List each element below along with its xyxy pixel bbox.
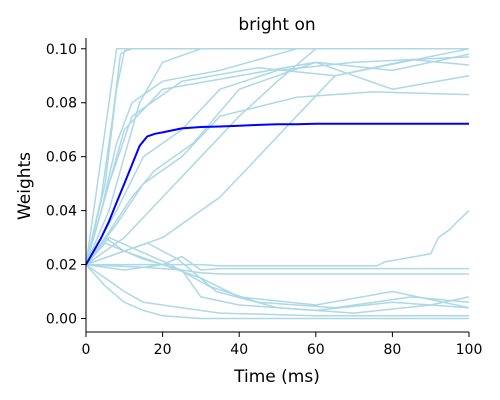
x-tick-label: 100	[456, 342, 483, 358]
individual-weight-line-18	[85, 236, 470, 309]
individual-weight-line-15	[85, 242, 470, 312]
x-tick-label: 20	[154, 342, 172, 358]
individual-weight-line-8	[85, 48, 469, 266]
individual-weight-line-13	[85, 264, 469, 320]
y-tick-label: 0.06	[46, 150, 77, 166]
y-tick-label: 0.08	[46, 96, 77, 112]
x-tick-label: 40	[230, 342, 248, 358]
x-tick-label: 0	[82, 342, 91, 358]
individual-weight-line-6	[85, 58, 470, 265]
chart-title: bright on	[238, 15, 315, 35]
individual-weight-line-17	[85, 242, 470, 314]
y-axis-label: Weights	[15, 152, 35, 220]
individual-weight-line-19	[85, 255, 469, 271]
x-axis-label: Time (ms)	[233, 367, 320, 387]
x-tick-label: 80	[383, 342, 401, 358]
individual-weight-line-7	[85, 56, 470, 265]
individual-weight-line-14	[85, 263, 469, 317]
y-tick-label: 0.00	[46, 312, 77, 328]
plot-area	[85, 48, 470, 320]
y-tick-label: 0.02	[46, 258, 77, 274]
x-ticks: 0 20 40 60 80 100	[82, 332, 483, 358]
y-tick-label: 0.04	[46, 204, 77, 220]
individual-weight-line-11	[85, 61, 470, 266]
axes	[85, 38, 469, 333]
x-tick-label: 60	[307, 342, 325, 358]
individual-weight-line-16	[85, 236, 470, 309]
individual-weight-line-10	[85, 91, 470, 266]
y-ticks: 0.00 0.02 0.04 0.06 0.08 0.10	[46, 42, 86, 328]
individual-weight-line-21	[86, 210, 470, 267]
individual-weight-line-12	[85, 48, 469, 265]
y-tick-label: 0.10	[46, 42, 77, 58]
mean-weight-line	[85, 122, 469, 266]
individual-weight-line-20	[85, 263, 469, 275]
